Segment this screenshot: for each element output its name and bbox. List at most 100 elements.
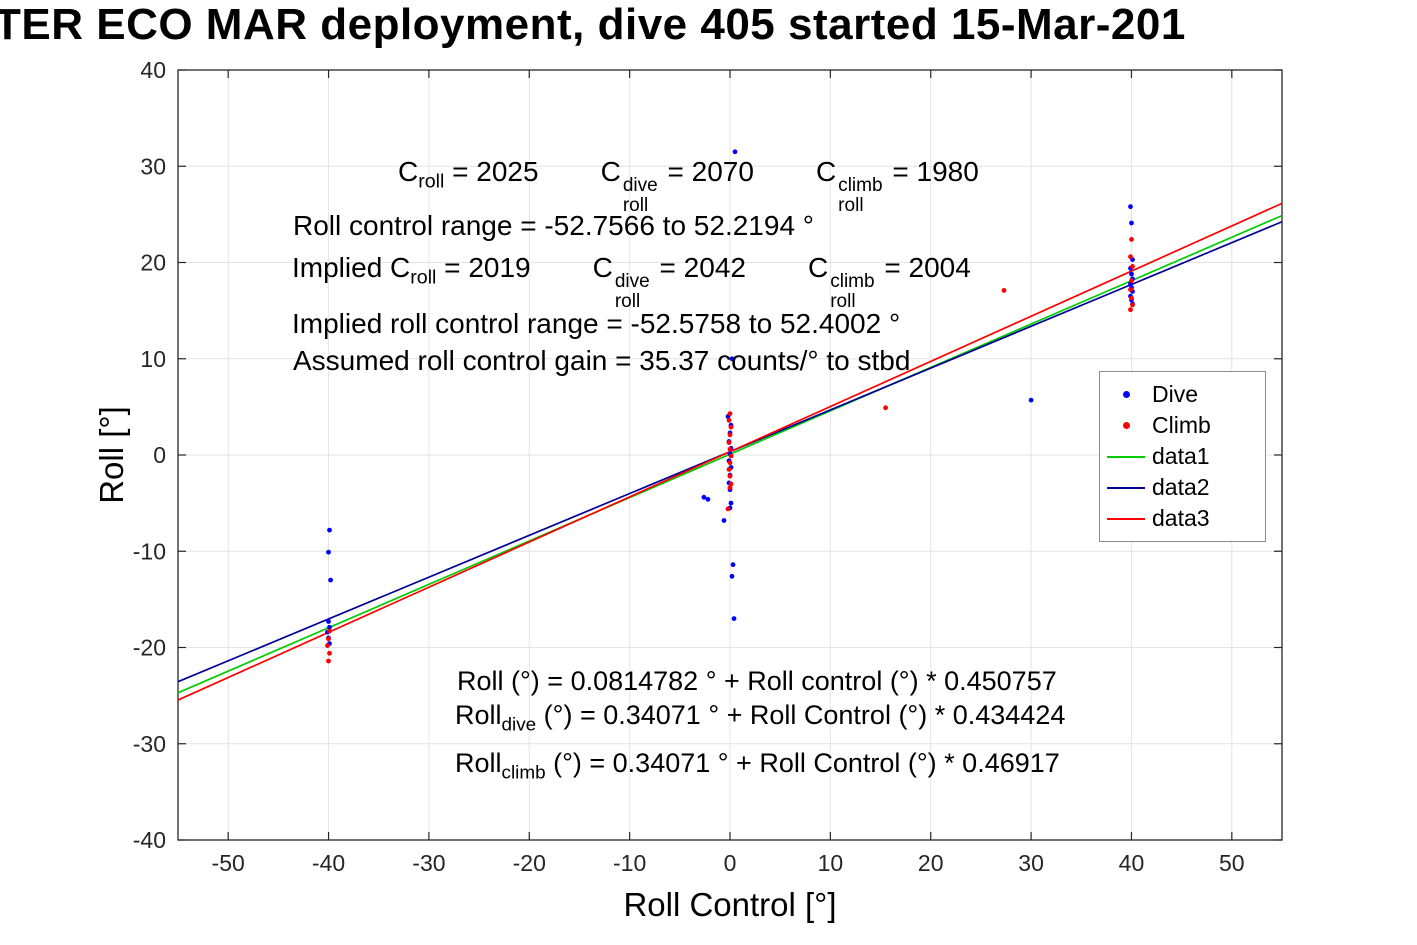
c-roll-value: Croll = 2025: [398, 156, 539, 193]
y-tick-label: 40: [140, 57, 166, 83]
x-tick-label: -30: [412, 850, 445, 876]
annotation-implied-roll-control-range: Implied roll control range = -52.5758 to…: [292, 308, 901, 339]
y-tick-label: -20: [133, 635, 166, 661]
data-point: [1129, 220, 1134, 226]
data-point: [728, 481, 734, 487]
data-point: [728, 424, 734, 430]
legend-label: data1: [1152, 443, 1210, 469]
data-point: [727, 485, 733, 491]
data-point: [701, 494, 707, 500]
legend-label: data3: [1152, 505, 1210, 531]
x-tick-label: 0: [724, 850, 737, 876]
legend-item-data1: data1: [1100, 441, 1265, 472]
data-point: [727, 446, 733, 452]
fit-equation-climb: Rollclimb (°) = 0.34071 ° + Roll Control…: [455, 748, 1060, 784]
legend-line-marker: [1100, 486, 1152, 489]
annotation-roll-control-range: Roll control range = -52.7566 to 52.2194…: [293, 210, 814, 241]
fit-equation-combined: Roll (°) = 0.0814782 ° + Roll control (°…: [457, 666, 1057, 696]
y-tick-label: 0: [153, 442, 166, 468]
y-tick-label: 20: [140, 250, 166, 276]
data-point: [883, 405, 888, 411]
data-point: [326, 636, 331, 642]
data-point: [726, 440, 732, 445]
y-tick-label: -10: [133, 538, 166, 564]
data-point: [729, 356, 735, 362]
x-tick-label: 10: [818, 850, 844, 876]
legend: Dive Climb data1 data2 data3: [1099, 371, 1266, 542]
chart-title: TER ECO MAR deployment, dive 405 started…: [0, 0, 1186, 49]
data-point: [727, 432, 733, 438]
legend-dot-marker: [1100, 422, 1152, 429]
y-tick-label: -40: [133, 827, 166, 853]
fit-equation-dive: Rolldive (°) = 0.34071 ° + Roll Control …: [455, 700, 1066, 736]
data-point: [327, 527, 332, 533]
x-tick-label: -40: [312, 850, 345, 876]
annotation-assumed-gain: Assumed roll control gain = 35.37 counts…: [293, 345, 911, 376]
x-tick-label: -20: [513, 850, 546, 876]
data-point: [1129, 271, 1134, 277]
data-point: [1128, 287, 1133, 292]
series-climb: [325, 237, 1135, 664]
data-point: [732, 149, 738, 155]
data-point: [326, 549, 331, 555]
data-point: [705, 496, 711, 502]
y-tick-label: 10: [140, 346, 166, 372]
legend-item-dive: Dive: [1100, 379, 1265, 410]
data-point: [721, 518, 727, 523]
legend-label: Climb: [1152, 412, 1211, 438]
data-point: [328, 577, 333, 583]
implied-c-roll-value: Implied Croll = 2019: [292, 252, 531, 289]
data-point: [1129, 295, 1134, 301]
data-point: [1129, 278, 1134, 284]
data-point: [327, 628, 332, 634]
y-tick-label: -30: [133, 731, 166, 757]
data-point: [727, 460, 733, 466]
x-tick-label: 40: [1119, 850, 1145, 876]
data-point: [1130, 302, 1135, 308]
legend-label: data2: [1152, 474, 1210, 500]
data-point: [728, 453, 734, 459]
x-tick-label: 20: [918, 850, 944, 876]
data-point: [725, 506, 731, 512]
legend-item-data3: data3: [1100, 503, 1265, 534]
data-point: [727, 473, 733, 479]
data-point: [326, 658, 331, 664]
y-tick-label: 30: [140, 153, 166, 179]
data-point: [731, 616, 737, 621]
data-point: [327, 650, 332, 656]
data-point: [1128, 254, 1133, 260]
data-point: [1001, 288, 1007, 293]
data-point: [1128, 204, 1133, 210]
data-point: [327, 624, 332, 630]
legend-line-marker: [1100, 455, 1152, 458]
data-point: [730, 562, 736, 568]
data-point: [729, 573, 735, 579]
x-tick-label: 50: [1219, 850, 1245, 876]
data-point: [1028, 397, 1034, 403]
data-point: [1130, 264, 1135, 269]
data-point: [325, 643, 330, 648]
data-point: [1129, 237, 1134, 242]
legend-item-data2: data2: [1100, 472, 1265, 503]
legend-item-climb: Climb: [1100, 410, 1265, 441]
y-axis-label: Roll [°]: [93, 406, 130, 504]
x-tick-label: -50: [212, 850, 245, 876]
data-point: [728, 500, 734, 506]
x-axis-label: Roll Control [°]: [623, 886, 837, 923]
legend-dot-marker: [1100, 391, 1152, 398]
legend-line-marker: [1100, 517, 1152, 520]
legend-label: Dive: [1152, 381, 1199, 407]
x-tick-label: 30: [1018, 850, 1044, 876]
data-point: [727, 411, 733, 416]
x-tick-label: -10: [613, 850, 646, 876]
data-point: [726, 417, 732, 423]
data-point: [326, 619, 331, 624]
